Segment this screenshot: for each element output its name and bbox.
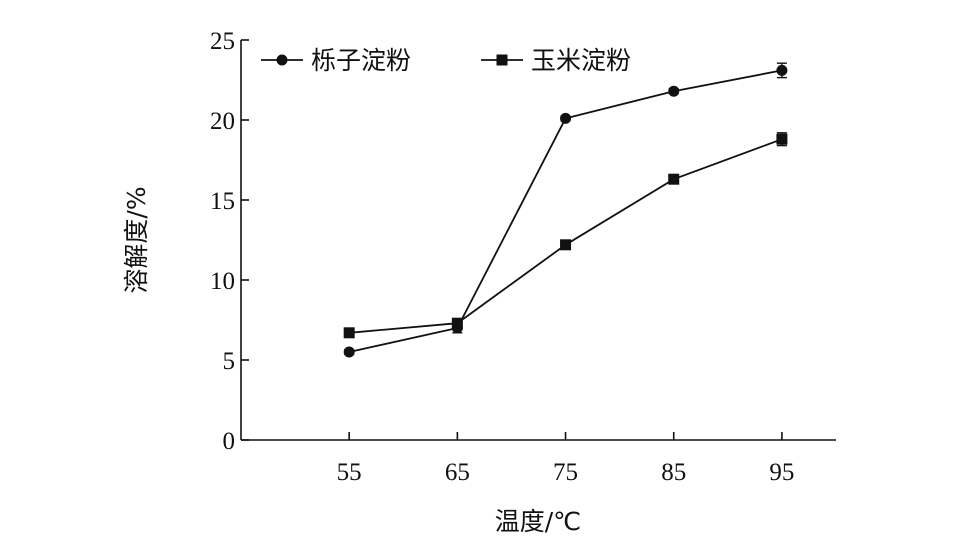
x-tick-label: 85 bbox=[661, 459, 686, 486]
data-point-circle bbox=[343, 346, 355, 358]
data-point-circle bbox=[560, 112, 572, 124]
data-point-square bbox=[560, 239, 572, 251]
legend-item: 玉米淀粉 bbox=[481, 46, 631, 75]
x-axis-title: 温度/℃ bbox=[495, 507, 582, 536]
axes bbox=[240, 40, 836, 441]
legend: 栎子淀粉 玉米淀粉 bbox=[261, 46, 631, 75]
series-line bbox=[349, 138, 783, 334]
series-2 bbox=[343, 132, 788, 339]
series-layer bbox=[343, 62, 788, 358]
legend-marker-square bbox=[496, 54, 508, 66]
x-tick-label: 95 bbox=[769, 459, 794, 486]
data-point-circle bbox=[776, 64, 788, 76]
data-point-circle bbox=[668, 85, 680, 97]
y-tick-label: 25 bbox=[210, 28, 235, 55]
legend-marker-circle bbox=[276, 54, 288, 66]
x-ticks: 55 65 75 85 95 bbox=[337, 432, 794, 486]
data-point-square bbox=[451, 317, 463, 329]
legend-item: 栎子淀粉 bbox=[261, 46, 411, 75]
legend-label: 栎子淀粉 bbox=[311, 46, 411, 75]
legend-label: 玉米淀粉 bbox=[531, 46, 631, 75]
y-tick-label: 15 bbox=[210, 188, 235, 215]
y-tick-label: 5 bbox=[223, 348, 236, 375]
y-axis-title: 溶解度/% bbox=[122, 186, 151, 293]
y-tick-label: 0 bbox=[223, 428, 236, 455]
series-1 bbox=[343, 62, 788, 358]
y-ticks: 0 5 10 15 20 25 bbox=[210, 28, 249, 455]
x-tick-label: 65 bbox=[445, 459, 470, 486]
x-tick-label: 55 bbox=[337, 459, 362, 486]
y-tick-label: 10 bbox=[210, 268, 235, 295]
data-point-square bbox=[776, 133, 788, 145]
y-tick-label: 20 bbox=[210, 108, 235, 135]
series-line bbox=[348, 69, 783, 353]
data-point-square bbox=[668, 173, 680, 185]
x-tick-label: 75 bbox=[553, 459, 578, 486]
data-point-square bbox=[343, 327, 355, 339]
